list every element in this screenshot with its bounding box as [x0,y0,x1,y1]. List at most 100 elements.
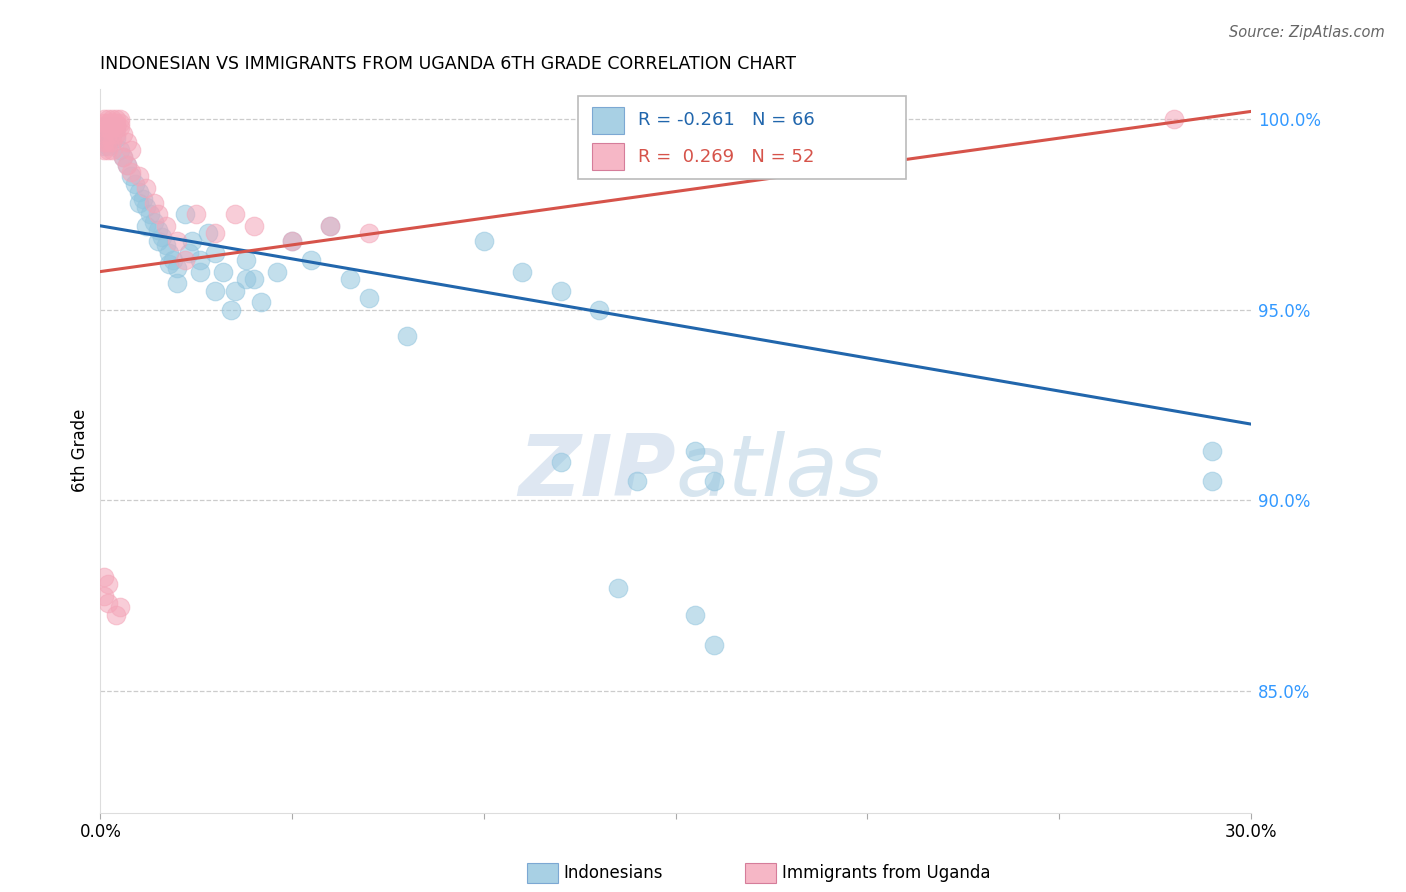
Point [155,238,177,252]
Point [357,291,380,305]
Point [1163,112,1185,127]
Point [108,143,131,157]
Point [104,120,127,134]
Point [588,302,610,317]
Point [128,169,150,184]
Point [607,581,630,595]
Point [93,120,115,134]
Point [112,128,135,142]
Point [97,120,120,134]
Point [186,207,208,221]
Y-axis label: 6th Grade: 6th Grade [72,409,89,492]
Bar [592,143,624,170]
Point [115,135,138,149]
Point [108,600,131,615]
Point [242,219,264,233]
Point [108,112,131,127]
Point [104,116,127,130]
Point [204,227,226,241]
Point [157,257,180,271]
Point [131,192,153,206]
Text: ZIP: ZIP [517,431,675,514]
Point [150,230,173,244]
Point [104,120,127,134]
Point [166,234,188,248]
Point [339,272,361,286]
Point [166,276,188,290]
Point [703,638,725,652]
Text: INDONESIAN VS IMMIGRANTS FROM UGANDA 6TH GRADE CORRELATION CHART: INDONESIAN VS IMMIGRANTS FROM UGANDA 6TH… [100,55,796,73]
Point [683,607,706,622]
Point [683,443,706,458]
Point [177,245,200,260]
Point [108,116,131,130]
Point [319,219,342,233]
Point [472,234,495,248]
Point [97,116,120,130]
Point [135,219,157,233]
Point [166,260,188,275]
Text: atlas: atlas [675,431,883,514]
Point [101,128,124,142]
Point [97,577,120,591]
Point [155,219,177,233]
Point [128,196,150,211]
Text: R = -0.261   N = 66: R = -0.261 N = 66 [637,112,814,129]
Point [97,596,120,610]
Point [146,207,169,221]
Point [93,120,115,134]
Point [112,150,135,164]
Point [357,227,380,241]
Point [250,295,273,310]
Point [97,128,120,142]
Point [224,284,246,298]
Point [224,207,246,221]
Point [197,227,219,241]
Point [101,120,124,134]
Point [115,158,138,172]
Point [104,607,127,622]
Point [173,207,195,221]
Point [550,455,572,469]
Point [112,150,135,164]
Point [146,234,169,248]
Point [104,131,127,145]
Point [173,253,195,268]
Point [139,207,162,221]
Point [115,158,138,172]
Point [162,253,184,268]
Point [93,128,115,142]
Point [93,589,115,603]
Point [219,302,242,317]
Point [1201,475,1223,489]
Point [120,169,142,184]
Point [93,569,115,583]
Point [120,165,142,179]
Point [396,329,419,343]
Point [181,234,204,248]
Point [242,272,264,286]
Point [93,138,115,153]
Point [235,272,257,286]
Point [212,264,235,278]
Point [101,112,124,127]
Point [124,177,146,191]
Point [101,143,124,157]
Point [703,475,725,489]
Point [188,264,211,278]
Point [319,219,342,233]
Point [97,120,120,134]
Point [97,128,120,142]
Bar [592,107,624,134]
Point [1201,443,1223,458]
Point [188,253,211,268]
Point [143,215,166,229]
Point [204,245,226,260]
FancyBboxPatch shape [578,95,905,179]
Point [93,128,115,142]
Point [135,200,157,214]
Point [101,128,124,142]
Point [97,138,120,153]
Point [101,116,124,130]
Point [299,253,322,268]
